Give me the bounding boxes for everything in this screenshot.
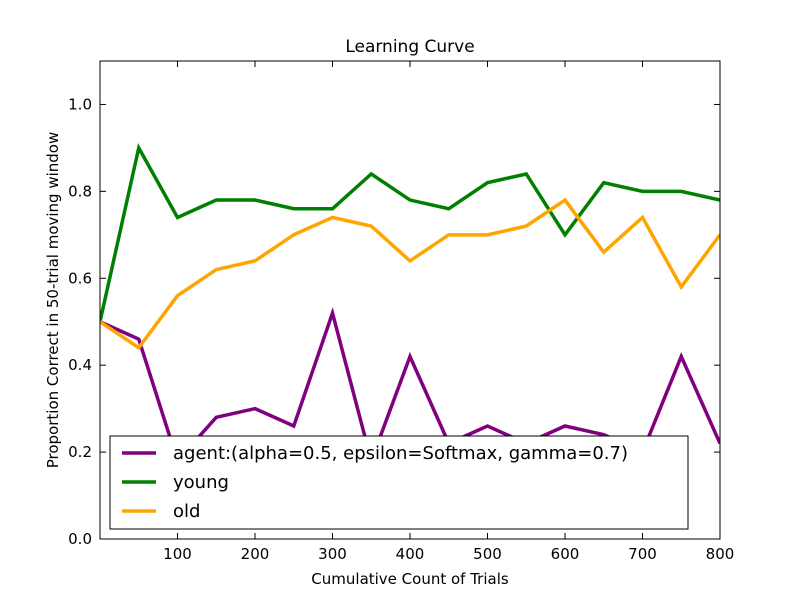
axis-ticks: 100 200 300 400 500 600 700 800 0.0 0.2 0.4 0.6 0.8 1… [68,61,734,563]
series-line-2 [100,197,720,351]
x-tick-label: 700 [628,545,657,563]
y-tick-label: 0.6 [68,269,92,287]
legend-label-0: agent:(alpha=0.5, epsilon=Softmax, gamma… [173,443,628,464]
x-tick-label: 100 [163,545,192,563]
y-tick-label: 0.4 [68,356,92,374]
y-tick-label: 0.2 [68,443,92,461]
legend-items: agent:(alpha=0.5, epsilon=Softmax, gamma… [122,443,628,522]
series-line-1 [100,143,720,323]
chart-title: Learning Curve [345,37,474,57]
legend-box [109,435,689,530]
legend: agent:(alpha=0.5, epsilon=Softmax, gamma… [109,435,689,530]
legend-label-1: young [173,472,229,493]
x-tick-label: 600 [551,545,580,563]
y-tick-label: 0.8 [68,182,92,200]
x-tick-label: 300 [318,545,347,563]
x-tick-label: 800 [706,545,735,563]
x-axis-label: Cumulative Count of Trials [311,570,509,588]
series-layer [100,143,720,467]
x-tick-label: 200 [241,545,270,563]
x-tick-label: 400 [396,545,425,563]
x-tick-label: 500 [473,545,502,563]
y-axis-label: Proportion Correct in 50-trial moving wi… [44,132,62,469]
y-tick-label: 1.0 [68,95,92,113]
legend-label-2: old [173,501,200,522]
y-tick-label: 0.0 [68,530,92,548]
